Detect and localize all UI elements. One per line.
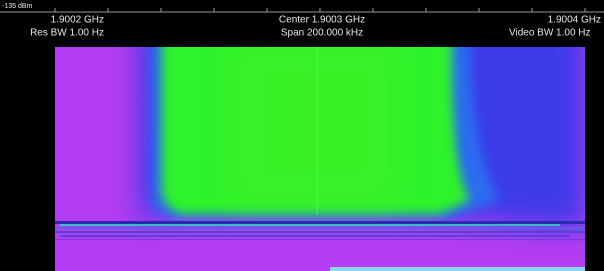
ref-level: -135 dBm [2,3,33,10]
res-bw: Res BW 1.00 Hz [30,28,104,39]
analyzer-screen: -135 dBm 1.9002 GHz Res BW 1.00 Hz Cente… [0,0,604,271]
stop-freq: 1.9004 GHz [548,15,601,26]
video-bw: Video BW 1.00 Hz [509,28,591,39]
spectrogram [55,20,585,271]
start-freq: 1.9002 GHz [51,15,104,26]
center-freq: Center 1.9003 GHz [279,15,365,26]
span: Span 200.000 kHz [281,28,363,39]
